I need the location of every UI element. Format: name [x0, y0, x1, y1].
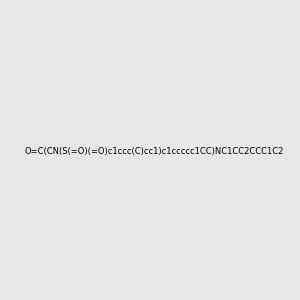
Text: O=C(CN(S(=O)(=O)c1ccc(C)cc1)c1ccccc1CC)NC1CC2CCC1C2: O=C(CN(S(=O)(=O)c1ccc(C)cc1)c1ccccc1CC)N…: [24, 147, 284, 156]
